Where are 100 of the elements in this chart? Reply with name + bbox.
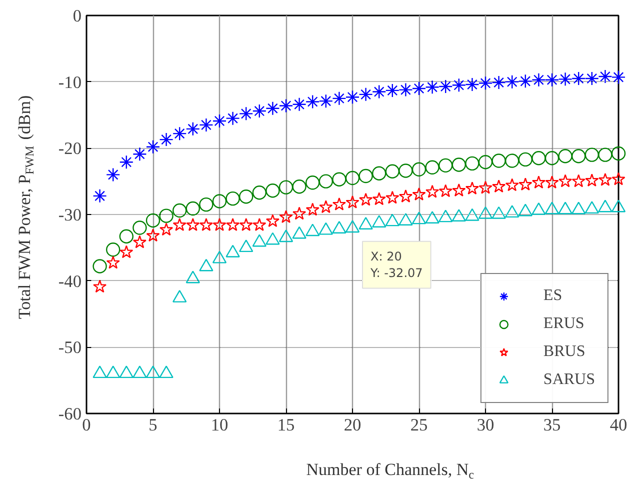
point (146, 228, 160, 242)
point (532, 176, 546, 189)
point (505, 154, 520, 168)
point (119, 366, 134, 378)
point (172, 126, 187, 141)
point (584, 201, 599, 214)
point (212, 194, 227, 208)
point (239, 106, 254, 121)
point (306, 224, 320, 236)
point (212, 250, 227, 264)
point (132, 366, 147, 378)
point (146, 213, 160, 228)
y-axis-title: Total FWM Power, PFWM (dBm) (15, 95, 36, 320)
point (332, 91, 346, 106)
point (492, 75, 506, 90)
point (106, 242, 120, 257)
x-tick-label: 30 (476, 416, 494, 434)
legend-label: SARUS (543, 371, 595, 389)
x-tick-label: 35 (543, 416, 561, 434)
point (120, 245, 134, 258)
point (372, 192, 386, 206)
point (332, 172, 346, 186)
y-tick-label: -60 (58, 404, 82, 424)
point (292, 206, 306, 220)
point (239, 190, 254, 204)
y-tick-label: -10 (58, 72, 82, 92)
annotation: X: 20 Y: -32.07 (370, 249, 423, 280)
point (372, 166, 386, 180)
point (438, 158, 453, 172)
point (292, 226, 306, 239)
point (252, 218, 266, 231)
point (159, 132, 174, 147)
point (359, 192, 373, 206)
point (612, 172, 626, 186)
point (412, 188, 426, 200)
point (585, 174, 599, 187)
point (226, 111, 240, 126)
point (319, 200, 333, 214)
point (426, 184, 440, 198)
point (572, 202, 586, 214)
point (186, 122, 200, 136)
point (358, 87, 373, 102)
point (598, 148, 612, 162)
point (532, 151, 546, 166)
point (438, 210, 453, 222)
point (132, 235, 146, 248)
point (558, 72, 572, 86)
point (398, 82, 413, 97)
point (106, 256, 120, 269)
point (199, 197, 214, 212)
point (398, 189, 412, 202)
y-tick-label: -30 (58, 206, 82, 224)
legend-label: ES (543, 287, 564, 305)
point (385, 214, 400, 226)
point (518, 152, 532, 167)
point (558, 202, 572, 214)
point (465, 77, 480, 92)
point (544, 72, 560, 87)
point (186, 218, 200, 231)
point (452, 158, 466, 172)
point (332, 220, 346, 234)
point (132, 147, 147, 162)
legend-label: ERUS (543, 315, 584, 333)
point (318, 174, 333, 188)
point (199, 218, 213, 231)
point (306, 202, 320, 216)
point (266, 232, 280, 245)
point (412, 81, 426, 96)
point (492, 154, 506, 168)
point (518, 74, 532, 88)
point (252, 234, 266, 247)
point (572, 174, 586, 188)
point (345, 220, 360, 233)
point (611, 200, 626, 212)
point (306, 176, 320, 190)
point (92, 188, 107, 204)
point (132, 220, 147, 235)
point (226, 244, 240, 258)
point (452, 209, 466, 222)
point (412, 162, 426, 176)
point (465, 208, 480, 221)
x-tick-label: 10 (210, 416, 228, 434)
y-tick-label: -20 (58, 139, 82, 158)
point (572, 71, 586, 86)
point (598, 200, 612, 212)
point (438, 79, 453, 94)
point (425, 211, 440, 224)
point (425, 80, 440, 94)
point (452, 78, 466, 92)
point (278, 180, 294, 194)
point (266, 214, 280, 227)
point (544, 151, 560, 166)
point (172, 290, 187, 302)
point (318, 94, 333, 108)
point (465, 182, 479, 194)
point (478, 155, 493, 170)
point (611, 146, 626, 161)
point (306, 94, 320, 109)
point (172, 203, 187, 218)
point (452, 184, 466, 196)
